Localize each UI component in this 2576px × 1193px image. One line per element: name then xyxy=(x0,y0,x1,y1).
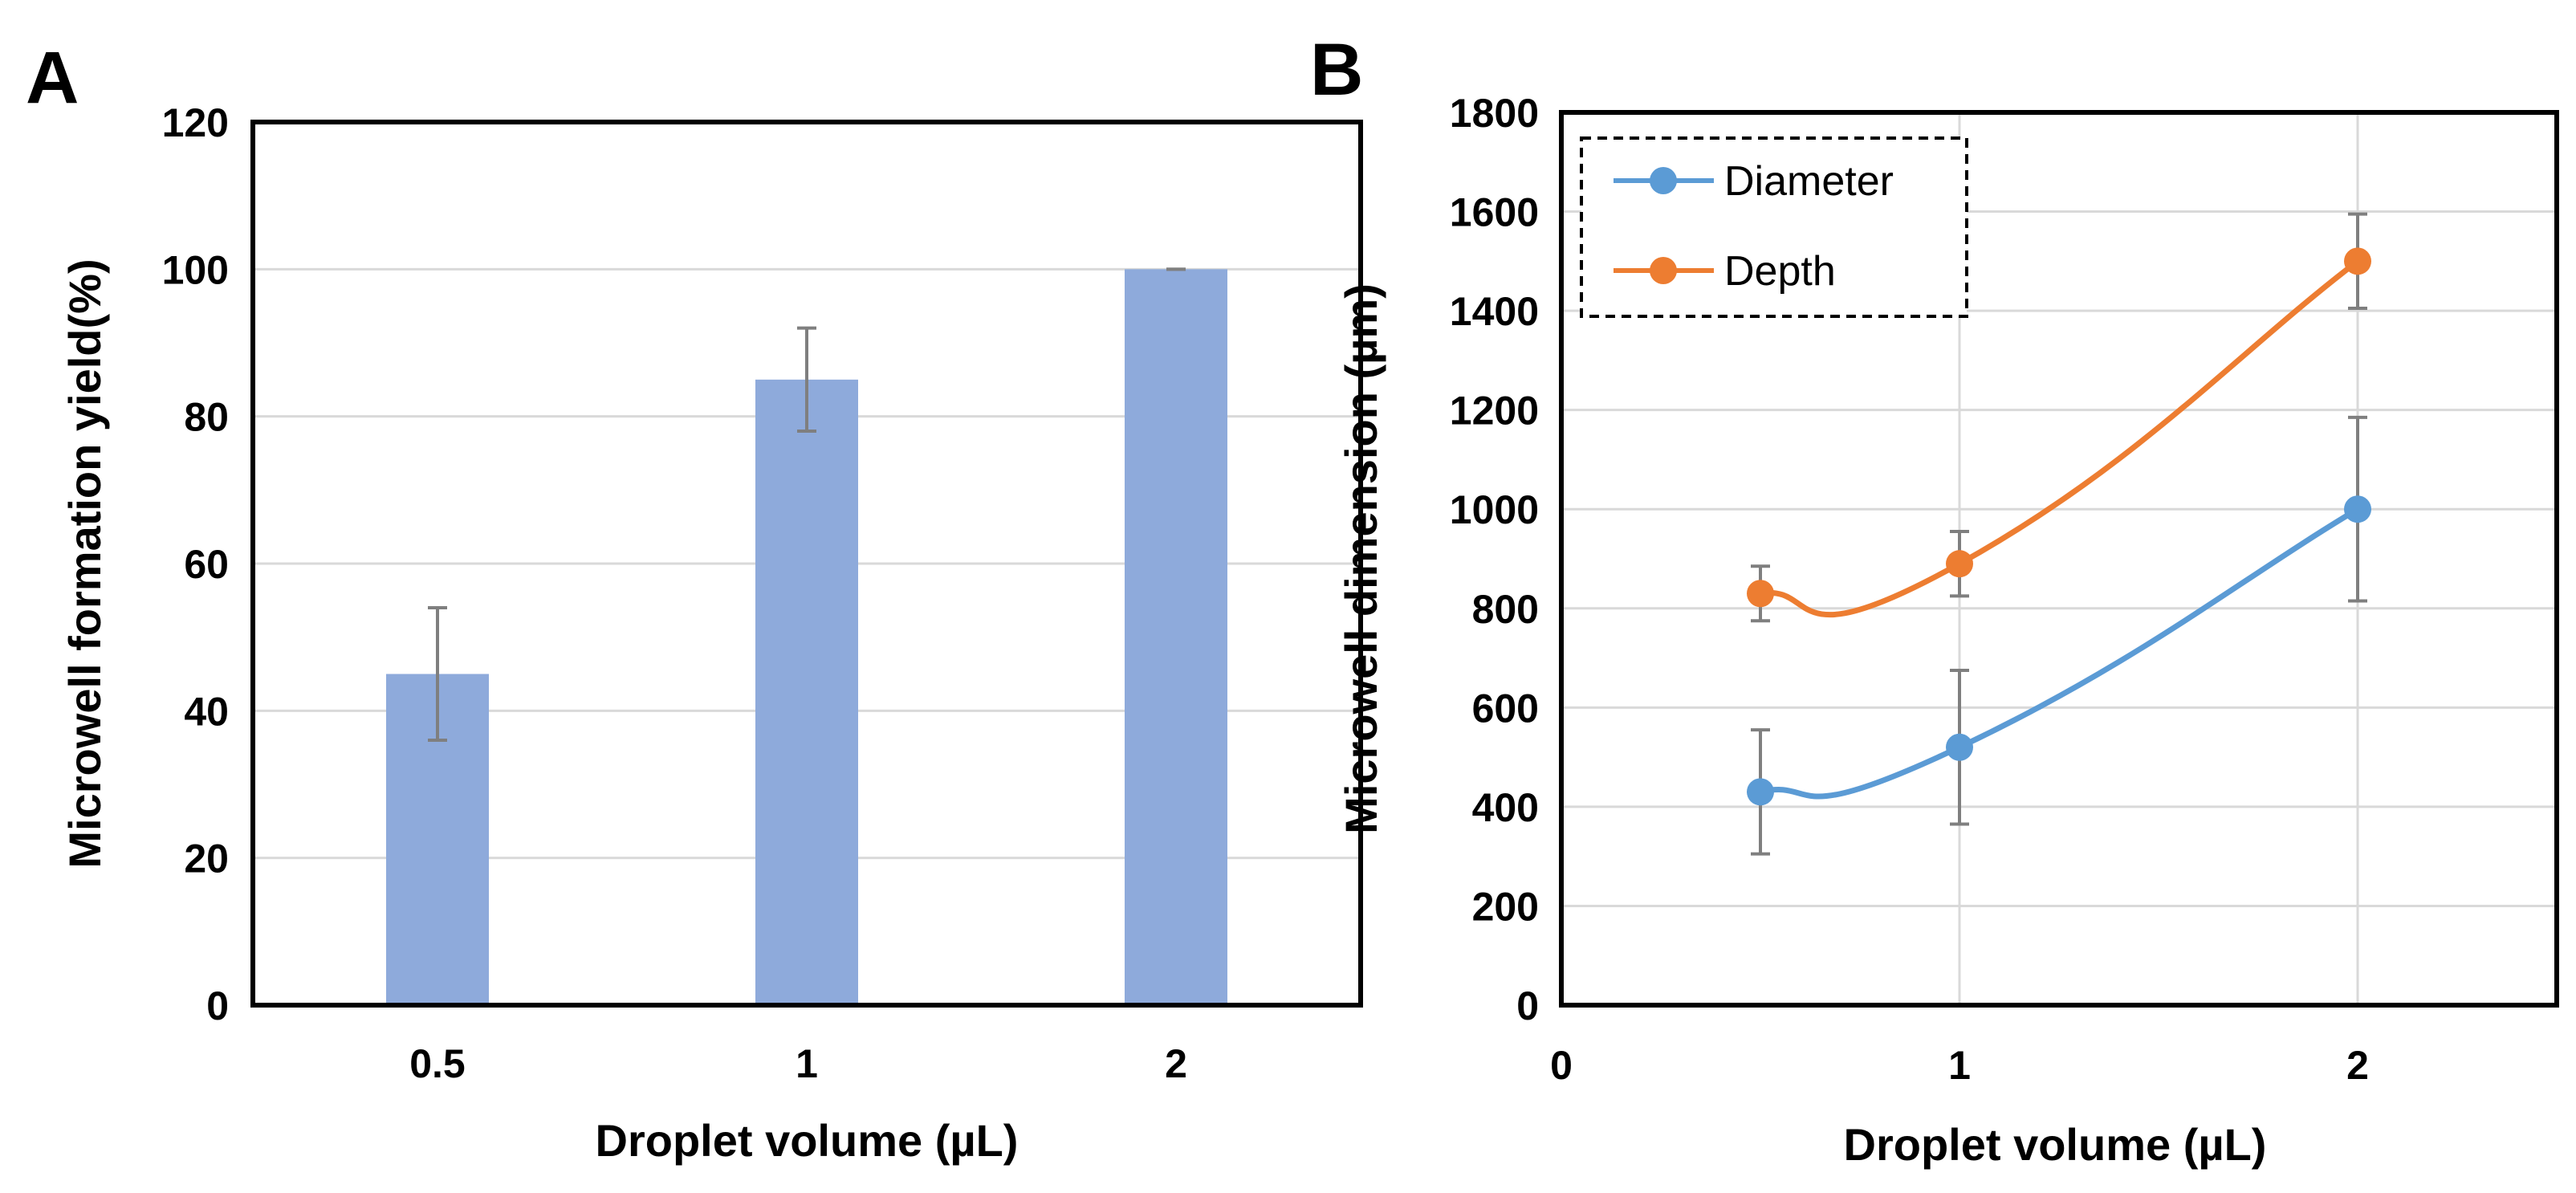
y-tick-label: 1800 xyxy=(1450,91,1539,136)
y-tick-label: 20 xyxy=(184,837,229,882)
panel-a-plot-frame xyxy=(250,120,1363,1008)
y-tick-label: 120 xyxy=(162,100,229,145)
panel-b-x-ticks: 0 1 2 xyxy=(1550,1043,2369,1088)
y-tick-label: 0 xyxy=(206,983,229,1028)
y-tick-label: 1200 xyxy=(1450,389,1539,434)
x-tick-label: 1 xyxy=(796,1041,818,1086)
x-tick-label: 1 xyxy=(1948,1043,1971,1088)
legend-swatch-marker-diameter xyxy=(1650,167,1677,194)
data-point-depth xyxy=(1946,550,1973,578)
y-tick-label: 1400 xyxy=(1450,289,1539,334)
y-tick-label: 80 xyxy=(184,395,229,440)
bar xyxy=(755,379,858,1005)
panel-b-y-ticks: 0 200 400 600 800 1000 1200 1400 1600 1800 xyxy=(1450,91,1539,1028)
y-tick-label: 0 xyxy=(1516,983,1539,1028)
panel-b-points xyxy=(1747,247,2371,806)
y-tick-label: 600 xyxy=(1472,686,1539,731)
panel-a-x-ticks: 0.5 1 2 xyxy=(409,1041,1187,1086)
panel-a-y-ticks: 0 20 40 60 80 100 120 xyxy=(162,100,229,1028)
legend-box xyxy=(1580,136,1968,318)
panel-a-bars xyxy=(386,269,1227,1005)
y-tick-label: 40 xyxy=(184,689,229,734)
legend-swatch-marker-depth xyxy=(1650,257,1677,284)
y-tick-label: 800 xyxy=(1472,587,1539,632)
panel-b-series-lines xyxy=(1760,259,2360,800)
panel-a-y-axis-title: Microwell formation yield(%) xyxy=(59,259,110,868)
data-point-depth xyxy=(2344,247,2371,275)
panel-a-x-axis-title: Droplet volume (µL) xyxy=(596,1115,1019,1166)
panel-b-y-axis-title: Microwell dimension (µm) xyxy=(1336,283,1386,834)
panel-a: A 0 20 40 60 80 100 120 0.5 1 2 Droplet volume (… xyxy=(26,37,1363,1166)
panel-a-error-bars xyxy=(428,267,1186,742)
data-point-diameter xyxy=(1946,733,1973,761)
series-line-diameter xyxy=(1760,507,2359,800)
y-tick-label: 1000 xyxy=(1450,487,1539,532)
legend-label-diameter: Diameter xyxy=(1724,158,1894,205)
panel-b-x-axis-title: Droplet volume (µL) xyxy=(1844,1119,2267,1170)
y-tick-label: 400 xyxy=(1472,785,1539,830)
bar xyxy=(1125,269,1227,1005)
y-tick-label: 100 xyxy=(162,247,229,292)
legend-label-depth: Depth xyxy=(1724,248,1836,295)
x-tick-label: 0.5 xyxy=(409,1041,466,1086)
x-tick-label: 2 xyxy=(1165,1041,1187,1086)
panel-b-plot-frame xyxy=(1559,110,2559,1008)
x-tick-label: 2 xyxy=(2346,1043,2369,1088)
data-point-diameter xyxy=(2344,495,2371,523)
data-point-diameter xyxy=(1747,778,1774,806)
y-tick-label: 1600 xyxy=(1450,190,1539,235)
data-point-depth xyxy=(1747,580,1774,608)
panel-b-legend: Diameter Depth xyxy=(1580,136,1968,318)
y-tick-label: 60 xyxy=(184,542,229,587)
panel-b-label: B xyxy=(1310,29,1363,111)
series-line-depth xyxy=(1760,259,2360,618)
y-tick-label: 200 xyxy=(1472,884,1539,929)
panel-a-label: A xyxy=(26,37,79,119)
x-tick-label: 0 xyxy=(1550,1043,1573,1088)
